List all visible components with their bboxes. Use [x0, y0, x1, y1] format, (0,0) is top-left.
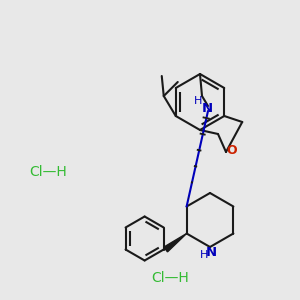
Text: Cl—H: Cl—H	[29, 165, 67, 179]
Text: N: N	[201, 103, 213, 116]
Polygon shape	[164, 233, 187, 252]
Text: N: N	[206, 245, 217, 259]
Text: Cl—H: Cl—H	[151, 271, 189, 285]
Text: O: O	[227, 143, 237, 157]
Text: H: H	[200, 250, 208, 260]
Text: H: H	[194, 96, 202, 106]
